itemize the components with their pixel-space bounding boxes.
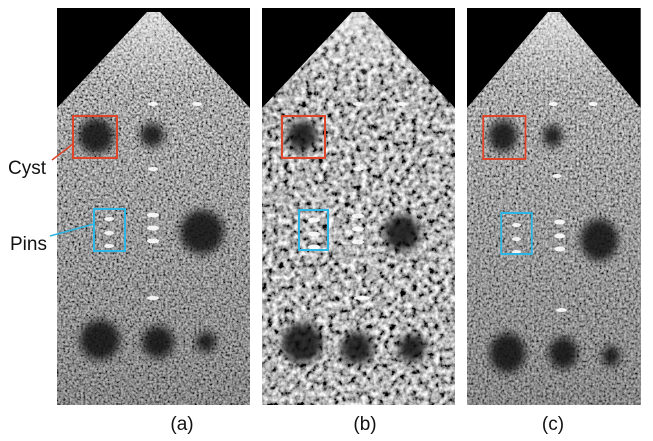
panel-c bbox=[467, 8, 641, 405]
panel-b bbox=[262, 8, 455, 405]
panel-label: (a) bbox=[170, 414, 193, 435]
panel-label: (b) bbox=[353, 414, 376, 435]
panel-label: (c) bbox=[542, 414, 564, 435]
figure: Cyst Pins (a) (b) (c) bbox=[0, 0, 653, 441]
panel-a bbox=[57, 8, 250, 405]
cyst-label: Cyst bbox=[8, 158, 47, 179]
pins-label: Pins bbox=[10, 234, 47, 255]
